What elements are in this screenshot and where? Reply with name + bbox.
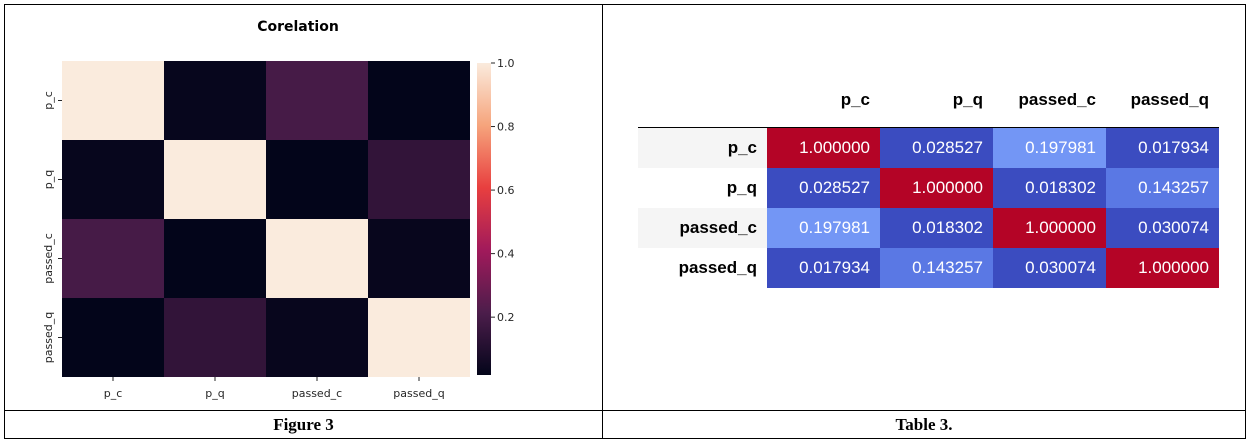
table-cell-passed_c-passed_c: 1.000000 bbox=[993, 208, 1106, 248]
colorbar-tick-label: 0.8 bbox=[497, 121, 515, 134]
table-caption: Table 3. bbox=[895, 415, 953, 434]
x-tick-label: p_c bbox=[104, 387, 123, 400]
heatmap-cell-passed_q-p_q bbox=[164, 298, 266, 377]
table-cell-passed_q-p_c: 0.017934 bbox=[767, 248, 880, 288]
heatmap-cell-p_c-passed_c bbox=[266, 61, 368, 140]
heatmap-cell-passed_c-passed_c bbox=[266, 219, 368, 298]
heatmap-x-labels: p_c p_q passed_c passed_q bbox=[104, 377, 445, 400]
heatmap-cell-p_q-passed_c bbox=[266, 140, 368, 219]
table-row: passed_c 0.197981 0.018302 1.000000 0.030074 bbox=[638, 208, 1219, 248]
heatmap-cell-p_q-p_q bbox=[164, 140, 266, 219]
heatmap-title: Corelation bbox=[257, 19, 339, 35]
heatmap-cells bbox=[62, 61, 470, 377]
y-tick-label: passed_q bbox=[42, 312, 55, 363]
y-tick-label: p_c bbox=[42, 91, 55, 110]
colorbar-tick-label: 0.6 bbox=[497, 184, 515, 197]
heatmap-y-labels: p_c p_q passed_c passed_q bbox=[42, 91, 62, 363]
x-tick-label: p_q bbox=[205, 387, 224, 400]
table-cell-passed_q-p_q: 0.143257 bbox=[880, 248, 993, 288]
column-header-passed_c: passed_c bbox=[993, 87, 1106, 128]
x-tick-label: passed_q bbox=[393, 387, 444, 400]
table-row: passed_q 0.017934 0.143257 0.030074 1.000000 bbox=[638, 248, 1219, 288]
table-row: p_c 1.000000 0.028527 0.197981 0.017934 bbox=[638, 127, 1219, 168]
table-cell-p_q-passed_c: 0.018302 bbox=[993, 168, 1106, 208]
row-header-p_c: p_c bbox=[638, 127, 767, 168]
column-divider bbox=[602, 5, 603, 438]
table-cell-p_c-passed_q: 0.017934 bbox=[1106, 127, 1219, 168]
heatmap-cell-passed_c-passed_q bbox=[368, 219, 470, 298]
table-cell-p_c-p_c: 1.000000 bbox=[767, 127, 880, 168]
colorbar-tick-label: 1.0 bbox=[497, 57, 515, 70]
caption-divider bbox=[5, 410, 1245, 411]
y-tick-label: p_q bbox=[42, 170, 55, 189]
heatmap-cell-p_c-passed_q bbox=[368, 61, 470, 140]
y-tick-label: passed_c bbox=[42, 233, 55, 283]
row-header-passed_c: passed_c bbox=[638, 208, 767, 248]
colorbar-ticks: 1.0 0.8 0.6 0.4 0.2 bbox=[491, 57, 515, 324]
table-cell-p_c-passed_c: 0.197981 bbox=[993, 127, 1106, 168]
table-cell-p_c-p_q: 0.028527 bbox=[880, 127, 993, 168]
table-cell-p_q-p_q: 1.000000 bbox=[880, 168, 993, 208]
heatmap-cell-passed_c-p_q bbox=[164, 219, 266, 298]
layout-frame: Corelation p_c p_q passed_c passed_q p_c p_q… bbox=[4, 4, 1246, 439]
column-header-p_q: p_q bbox=[880, 87, 993, 128]
heatmap-cell-p_q-p_c bbox=[62, 140, 164, 219]
table-cell-passed_c-p_c: 0.197981 bbox=[767, 208, 880, 248]
table-cell-p_q-passed_q: 0.143257 bbox=[1106, 168, 1219, 208]
colorbar bbox=[477, 63, 491, 375]
row-header-p_q: p_q bbox=[726, 178, 757, 197]
row-header-passed_q: passed_q bbox=[678, 258, 757, 277]
heatmap-cell-passed_q-passed_c bbox=[266, 298, 368, 377]
table-cell-p_q-p_c: 0.028527 bbox=[767, 168, 880, 208]
correlation-table: p_c p_q passed_c passed_q p_c 1.000000 0.0285… bbox=[638, 87, 1219, 288]
table-cell-passed_c-passed_q: 0.030074 bbox=[1106, 208, 1219, 248]
table-cell-passed_q-passed_q: 1.000000 bbox=[1106, 248, 1219, 288]
table-row: p_q 0.028527 1.000000 0.018302 0.143257 bbox=[638, 168, 1219, 208]
table-body: p_c 1.000000 0.028527 0.197981 0.017934 p_q 0.… bbox=[638, 127, 1219, 288]
table-corner bbox=[638, 87, 767, 128]
heatmap-cell-p_c-p_q bbox=[164, 61, 266, 140]
heatmap-cell-p_q-passed_q bbox=[368, 140, 470, 219]
table-header-row: p_c p_q passed_c passed_q bbox=[638, 87, 1219, 128]
heatmap-cell-passed_q-passed_q bbox=[368, 298, 470, 377]
colorbar-tick-label: 0.4 bbox=[497, 248, 515, 261]
table-cell-passed_q-passed_c: 0.030074 bbox=[993, 248, 1106, 288]
heatmap-cell-passed_c-p_c bbox=[62, 219, 164, 298]
figure-caption: Figure 3 bbox=[273, 415, 334, 434]
correlation-heatmap: Corelation p_c p_q passed_c passed_q p_c p_q… bbox=[42, 19, 515, 400]
colorbar-tick-label: 0.2 bbox=[497, 311, 515, 324]
x-tick-label: passed_c bbox=[292, 387, 342, 400]
column-header-passed_q: passed_q bbox=[1106, 87, 1219, 128]
heatmap-cell-p_c-p_c bbox=[62, 61, 164, 140]
table-cell-passed_c-p_q: 0.018302 bbox=[880, 208, 993, 248]
heatmap-cell-passed_q-p_c bbox=[62, 298, 164, 377]
column-header-p_c: p_c bbox=[767, 87, 880, 128]
